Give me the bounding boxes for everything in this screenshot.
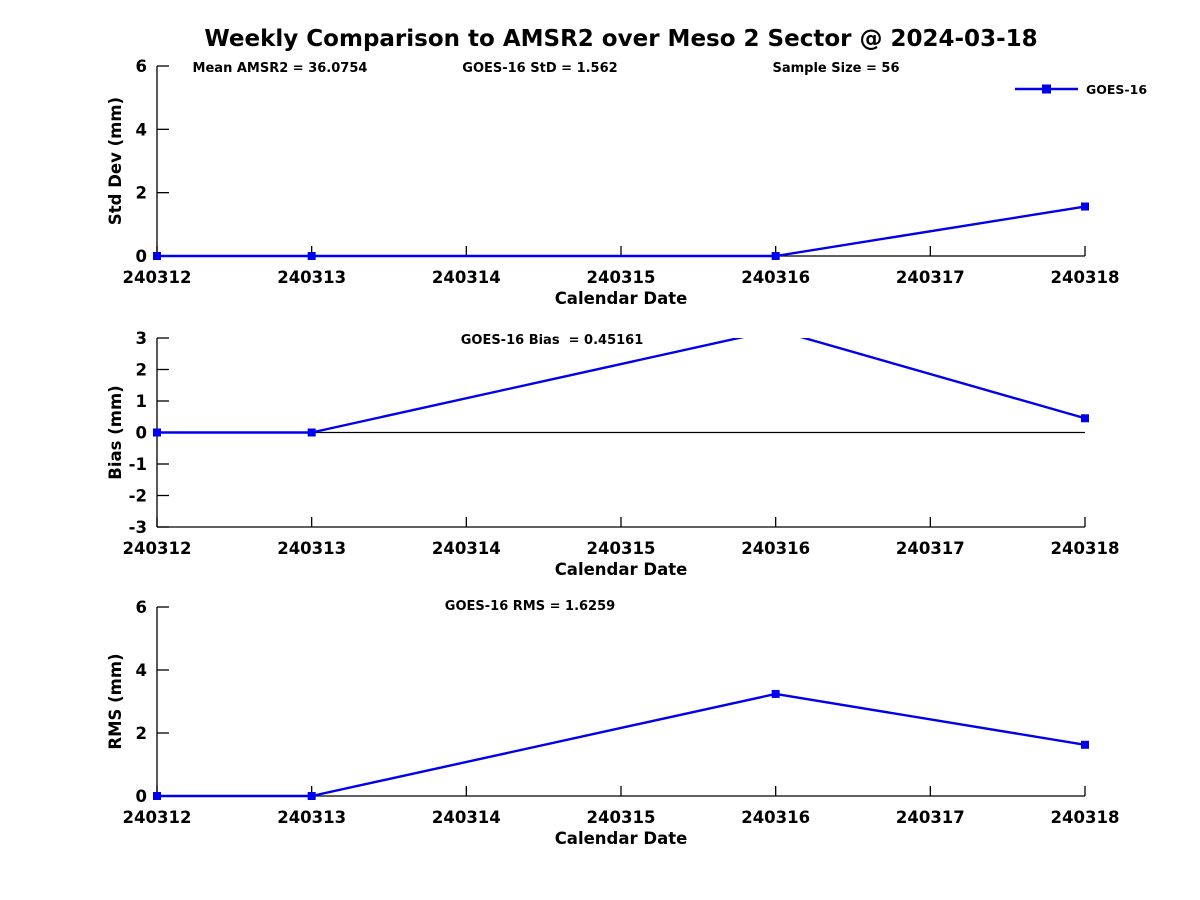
y-tick-label: 4 [136, 661, 147, 680]
data-point-marker [153, 792, 161, 800]
series-group [153, 326, 1089, 437]
y-tick-label: 0 [136, 787, 147, 806]
x-tick-label: 240316 [741, 808, 810, 827]
y-tick-label: -2 [129, 487, 147, 506]
legend: GOES-16 [1015, 82, 1147, 97]
y-tick-label: -1 [129, 455, 147, 474]
x-axis-title: Calendar Date [555, 560, 688, 579]
series-line [157, 692, 1086, 798]
data-point-marker [153, 428, 161, 437]
x-tick-label: 240318 [1051, 808, 1120, 827]
y-axis-title: RMS (mm) [106, 653, 125, 749]
y-tick-label: 6 [136, 57, 147, 76]
stddev-subplot: 0 2 4 6 240312 240313 240314 240315 240316 240317… [106, 57, 1119, 308]
x-tick-label: 240314 [432, 808, 501, 827]
x-axis-title: Calendar Date [555, 829, 688, 848]
data-point-marker [1081, 202, 1089, 211]
y-tick-label: 3 [136, 329, 147, 348]
series-line [157, 338, 1086, 434]
y-tick-label: 0 [136, 247, 147, 266]
x-tick-label: 240312 [123, 268, 192, 287]
data-point-marker [307, 428, 316, 437]
data-point-marker [153, 252, 161, 260]
x-tick-label: 240316 [741, 539, 810, 558]
y-tick-label: 2 [136, 724, 147, 743]
annotation-goes16-bias: GOES-16 Bias = 0.45161 [461, 333, 644, 348]
legend-marker [1042, 84, 1051, 94]
series-group [153, 202, 1089, 260]
y-tick-label: 4 [136, 120, 147, 139]
x-tick-label: 240314 [432, 268, 501, 287]
data-point-marker [772, 326, 780, 334]
y-tick-label: -3 [129, 518, 147, 537]
x-tick-label: 240314 [432, 539, 501, 558]
y-axis-title: Std Dev (mm) [106, 97, 125, 225]
annotation-goes16-std: GOES-16 StD = 1.562 [462, 61, 617, 76]
x-tick-label: 240315 [587, 808, 656, 827]
x-tick-label: 240312 [123, 539, 192, 558]
rms-subplot: 0 2 4 6 240312 240313 240314 240315 240316 240317… [106, 598, 1119, 848]
data-point-marker [771, 689, 780, 698]
x-tick-label: 240315 [587, 268, 656, 287]
y-tick-label: 6 [136, 598, 147, 617]
x-tick-label: 240313 [277, 808, 346, 827]
y-tick-label: 1 [136, 392, 147, 411]
legend-label: GOES-16 [1086, 82, 1147, 97]
annotation-sample-size: Sample Size = 56 [772, 61, 899, 76]
y-tick-label: 2 [136, 184, 147, 203]
x-tick-label: 240315 [587, 539, 656, 558]
y-axis-title: Bias (mm) [106, 385, 125, 479]
y-tick-label: 2 [136, 361, 147, 380]
x-tick-label: 240317 [896, 808, 965, 827]
x-tick-label: 240317 [896, 539, 965, 558]
x-tick-label: 240316 [741, 268, 810, 287]
data-point-marker [1081, 414, 1089, 423]
x-tick-label: 240317 [896, 268, 965, 287]
series-group [153, 689, 1089, 800]
data-point-marker [307, 252, 316, 260]
data-point-marker [771, 252, 780, 260]
x-tick-label: 240313 [277, 539, 346, 558]
x-tick-label: 240313 [277, 268, 346, 287]
series-line [157, 205, 1086, 258]
annotation-goes16-rms: GOES-16 RMS = 1.6259 [445, 599, 615, 614]
annotation-mean-amsr2: Mean AMSR2 = 36.0754 [193, 61, 368, 76]
y-tick-label: 0 [136, 424, 147, 443]
figure-title: Weekly Comparison to AMSR2 over Meso 2 S… [204, 26, 1037, 52]
x-axis-title: Calendar Date [555, 289, 688, 308]
x-tick-label: 240318 [1051, 268, 1120, 287]
bias-subplot: -3 -2 -1 0 1 2 3 240312 240313 240314 240315 240316… [106, 326, 1120, 579]
x-tick-label: 240318 [1051, 539, 1120, 558]
x-tick-label: 240312 [123, 808, 192, 827]
data-point-marker [1081, 740, 1089, 749]
data-point-marker [307, 792, 316, 800]
